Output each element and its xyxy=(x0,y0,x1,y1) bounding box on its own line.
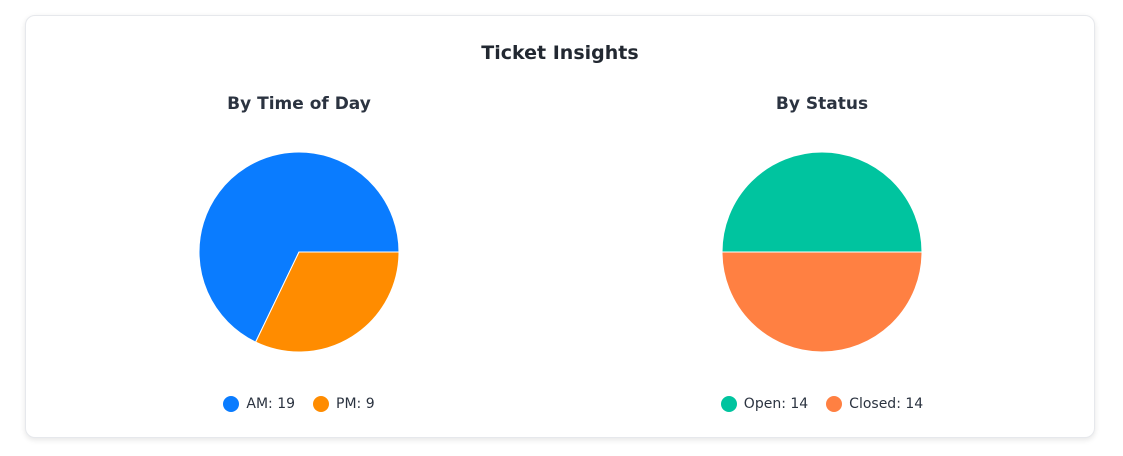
legend-label-open: Open: 14 xyxy=(743,396,809,412)
ticket-insights-card: Ticket Insights By Time of Day AM: 19 PM… xyxy=(25,15,1095,438)
legend-dot-am xyxy=(223,396,240,412)
pie-slice-pm[interactable] xyxy=(254,251,400,353)
chart-title-status: By Status xyxy=(775,94,869,114)
legend-item-closed[interactable]: Closed: 14 xyxy=(826,396,923,412)
legend-dot-open xyxy=(720,396,737,412)
pie-status xyxy=(721,151,923,353)
legend-label-pm: PM: 9 xyxy=(336,396,375,412)
legend-status: Open: 14 Closed: 14 xyxy=(622,396,1022,412)
legend-item-open[interactable]: Open: 14 xyxy=(720,396,809,412)
legend-item-am[interactable]: AM: 19 xyxy=(223,396,295,412)
chart-title-time-of-day: By Time of Day xyxy=(227,94,371,114)
legend-time-of-day: AM: 19 PM: 9 xyxy=(99,396,499,412)
time-of-day-chart: By Time of Day AM: 19 PM: 9 xyxy=(99,94,499,424)
pie-slice-open[interactable] xyxy=(721,151,923,253)
pie-time-of-day xyxy=(198,151,400,353)
legend-label-am: AM: 19 xyxy=(246,396,296,412)
legend-item-pm[interactable]: PM: 9 xyxy=(313,396,375,412)
legend-label-closed: Closed: 14 xyxy=(849,396,924,412)
card-title: Ticket Insights xyxy=(481,42,639,64)
legend-dot-pm xyxy=(313,396,330,412)
pie-slice-am[interactable] xyxy=(198,151,400,343)
status-chart: By Status Open: 14 Closed: 14 xyxy=(622,94,1022,424)
pie-slice-closed[interactable] xyxy=(721,251,923,353)
legend-dot-closed xyxy=(826,396,843,412)
